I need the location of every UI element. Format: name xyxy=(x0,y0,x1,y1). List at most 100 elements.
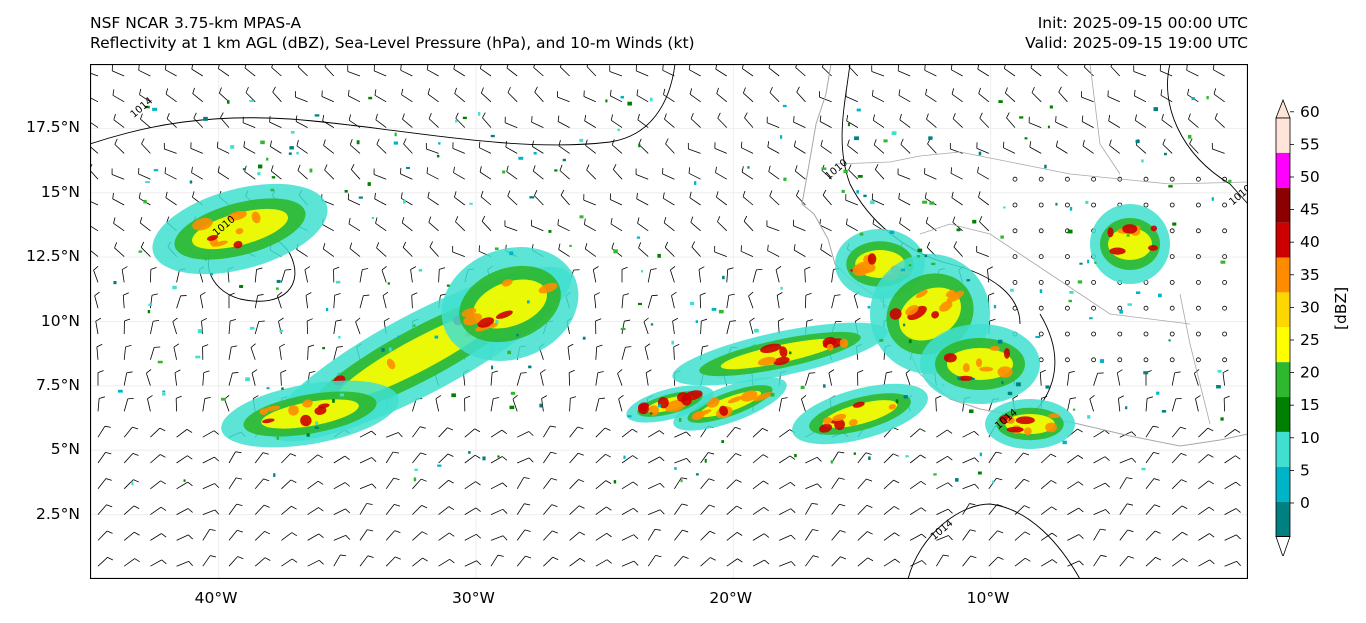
reflectivity-speck xyxy=(335,280,341,284)
wind-barb xyxy=(359,483,377,490)
wind-barb xyxy=(1014,531,1031,541)
wind-barb xyxy=(97,478,112,490)
wind-barb xyxy=(412,557,428,567)
wind-barb xyxy=(1110,64,1121,77)
wind-barb xyxy=(689,88,701,103)
wind-barb xyxy=(717,216,728,232)
reflectivity-speck xyxy=(694,181,697,185)
wind-barb xyxy=(569,452,584,464)
wind-barb xyxy=(244,64,256,77)
wind-barb xyxy=(150,533,167,541)
wind-barb xyxy=(1031,86,1042,103)
border-2 xyxy=(919,223,1191,325)
wind-barb xyxy=(400,64,413,77)
wind-barb xyxy=(690,216,701,232)
calm-wind-circle xyxy=(1196,228,1201,234)
lat-tick-label: 10°N xyxy=(40,311,80,330)
lon-tick-label: 30°W xyxy=(452,589,495,607)
reflectivity-speck xyxy=(270,188,275,192)
wind-barb xyxy=(846,114,859,128)
reflectivity-speck xyxy=(905,455,909,458)
wind-barb xyxy=(1067,397,1077,412)
wind-barb xyxy=(112,192,125,206)
reflectivity-speck xyxy=(529,196,535,199)
wind-barb xyxy=(490,370,499,386)
reflectivity-speck xyxy=(509,251,514,256)
wind-barb xyxy=(674,556,689,567)
reflectivity-speck xyxy=(1044,164,1047,169)
wind-barb xyxy=(1145,396,1154,412)
wind-barb xyxy=(743,215,754,232)
reflectivity-speck xyxy=(689,301,695,306)
colorbar-tick-label: 0 xyxy=(1300,494,1310,512)
reflectivity-speck xyxy=(144,105,150,109)
wind-barb xyxy=(1198,533,1215,541)
reflectivity-speck xyxy=(162,390,166,393)
wind-barb xyxy=(567,343,574,360)
wind-barb xyxy=(1093,482,1110,490)
wind-barb xyxy=(481,215,492,232)
wind-barb xyxy=(306,318,313,335)
wind-barb xyxy=(752,506,769,515)
wind-barb xyxy=(1213,88,1225,103)
reflectivity-speck xyxy=(605,99,608,103)
calm-wind-circle xyxy=(1196,254,1201,260)
wind-barb xyxy=(123,558,140,567)
reflectivity-speck xyxy=(1143,371,1149,375)
wind-barb xyxy=(583,194,596,206)
wind-barb xyxy=(490,456,508,464)
wind-barb xyxy=(506,64,518,77)
wind-barb xyxy=(1040,480,1057,490)
wind-barb xyxy=(122,292,129,309)
calm-wind-circle xyxy=(1065,202,1070,208)
wind-barb xyxy=(637,217,649,232)
wind-barb xyxy=(347,65,361,77)
wind-barb xyxy=(97,556,114,567)
wind-barb xyxy=(595,371,604,386)
wind-barb xyxy=(752,533,770,541)
wind-barb xyxy=(490,508,508,515)
reflectivity-speck xyxy=(434,335,439,339)
wind-barb xyxy=(93,265,99,283)
wind-barb xyxy=(228,556,244,567)
reflectivity-speck xyxy=(402,199,406,204)
wind-barb xyxy=(307,533,324,541)
wind-barb xyxy=(568,369,575,386)
wind-barb xyxy=(543,530,558,541)
wind-barb xyxy=(202,509,220,515)
reflectivity-speck xyxy=(978,151,982,156)
wind-barb xyxy=(435,395,442,412)
wind-barb xyxy=(664,241,675,257)
wind-barb xyxy=(401,88,413,103)
wind-barb xyxy=(150,454,166,464)
wind-barb xyxy=(766,116,780,128)
lat-tick-label: 15°N xyxy=(40,182,80,201)
wind-barb xyxy=(698,266,705,283)
reflectivity-speck xyxy=(1099,359,1105,363)
reflectivity-speck xyxy=(969,325,972,328)
reflectivity-speck xyxy=(383,408,386,411)
wind-barb xyxy=(1040,453,1057,464)
reflectivity-speck xyxy=(113,281,117,285)
reflectivity-speck xyxy=(204,257,207,261)
wind-barb xyxy=(977,166,989,180)
wind-barb xyxy=(193,112,204,128)
reflectivity-speck xyxy=(413,477,417,482)
colorbar-box xyxy=(1276,152,1290,188)
wind-barb xyxy=(557,91,570,103)
calm-wind-circle xyxy=(1222,254,1227,260)
wind-barb xyxy=(479,64,492,77)
reflectivity-speck xyxy=(853,452,856,455)
wind-barb xyxy=(979,112,990,128)
wind-barb xyxy=(569,558,586,567)
calm-wind-circle xyxy=(1065,279,1070,285)
wind-barb xyxy=(1145,556,1162,567)
wind-barb xyxy=(749,317,755,335)
wind-barb xyxy=(123,531,140,541)
wind-barb xyxy=(517,457,534,464)
wind-barb xyxy=(175,395,182,412)
wind-barb xyxy=(584,243,597,257)
wind-barb xyxy=(1055,140,1068,154)
wind-barb xyxy=(97,425,111,438)
wind-barb xyxy=(1145,478,1160,490)
